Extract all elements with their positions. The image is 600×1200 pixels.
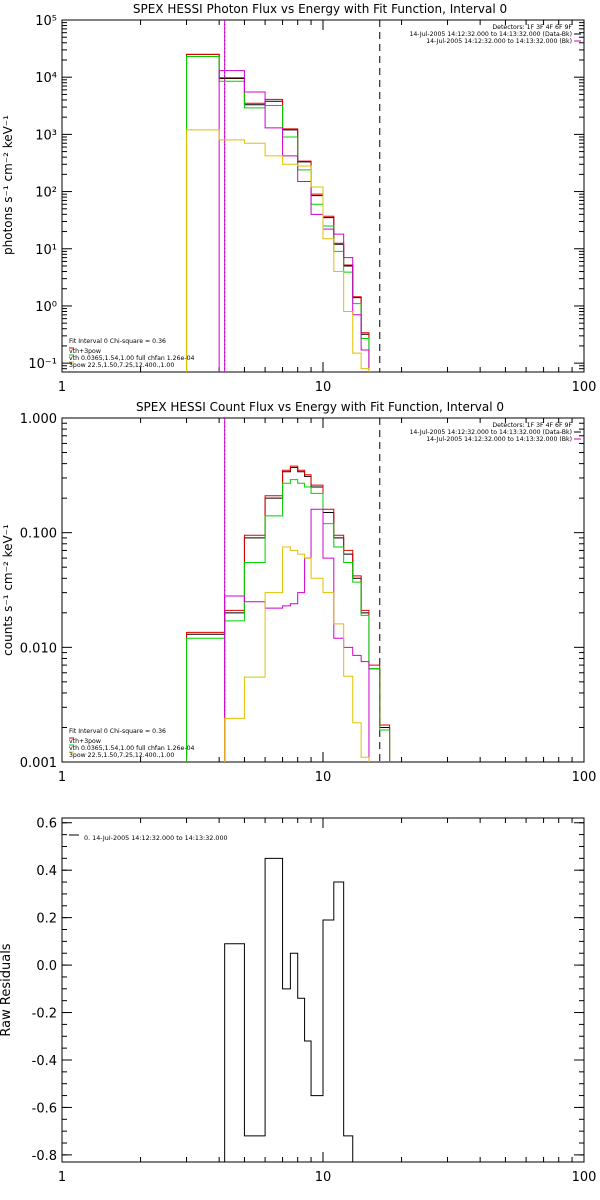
y-tick-label: 0.6 [36, 817, 57, 832]
x-tick-label: 1 [58, 770, 66, 785]
y-tick-label: 10² [35, 186, 57, 201]
info-text: Detectors: 1F 3F 4F 6F 9F [492, 24, 572, 31]
x-tick-label: 10 [315, 380, 332, 395]
y-tick-label: 10¹ [35, 243, 57, 258]
x-tick-label: 100 [572, 770, 597, 785]
info-text: 14-Jul-2005 14:12:32.000 to 14:13:32.000… [409, 31, 572, 38]
series-magenta-histogram [218, 70, 370, 372]
y-tick-label: 10⁴ [35, 71, 57, 86]
photon-flux-ylabel: photons s⁻¹ cm⁻² keV⁻¹ [1, 115, 15, 255]
count-flux-plot-area: 1 10 100 0.001 0.010 0.100 1.000 Detectors: 1F … [20, 412, 597, 785]
photon-flux-panel: SPEX HESSI Photon Flux vs Energy with Fi… [1, 2, 596, 395]
y-tick-label: 0.4 [36, 864, 57, 879]
legend-entry: 0. 14-Jul-2005 14:12:32.000 to 14:13:32.… [84, 834, 228, 842]
legend-entry: vth+3pow [69, 738, 101, 745]
series-yellow-histogram [186, 129, 370, 372]
series-group [186, 465, 391, 762]
y-tick-label: -0.4 [32, 1054, 57, 1069]
y-tick-label: -0.2 [32, 1007, 57, 1022]
x-tick-label: 10 [315, 1170, 332, 1185]
x-tick-label: 100 [572, 380, 597, 395]
y-tick-label: -0.6 [32, 1101, 57, 1116]
x-tick-label: 10 [315, 770, 332, 785]
residuals-panel: 1 10 100 -0.8 -0.6 -0.4 -0.2 0.0 0.2 0.4 0.6 0. 14-… [0, 817, 596, 1185]
series-group [186, 53, 370, 372]
legend-entry: 3pow 22.5,1.50,7.25,12.400.,1.00 [69, 362, 174, 369]
series-green-histogram [186, 479, 391, 762]
info-text: 14-Jul-2005 14:12:32.000 to 14:13:32.000… [426, 38, 572, 45]
series-black-histogram [224, 857, 354, 1162]
residuals-ylabel: Raw Residuals [0, 943, 14, 1036]
y-tick-label: 10³ [35, 128, 57, 143]
x-tick-label: 1 [58, 380, 66, 395]
info-text: 14-Jul-2005 14:12:32.000 to 14:13:32.000… [409, 429, 572, 436]
legend-entry: Fit Interval 0 Chi-square = 0.36 [69, 728, 166, 735]
y-tick-label: 1.000 [20, 412, 57, 427]
residuals-plot-area: 1 10 100 -0.8 -0.6 -0.4 -0.2 0.0 0.2 0.4 0.6 0. 14-… [32, 817, 597, 1185]
y-tick-label: 0.0 [36, 959, 57, 974]
y-tick-label: 10⁰ [35, 300, 57, 315]
legend-entry: vth+3pow [69, 348, 101, 355]
series-group [224, 857, 354, 1162]
y-tick-label: 0.2 [36, 912, 57, 927]
y-tick-label: 0.001 [20, 756, 57, 771]
y-tick-label: 0.010 [20, 641, 57, 656]
legend-entry: vth 0.0365,1.54,1.00 full chfan 1.26e-04 [69, 355, 195, 362]
legend-entry: Fit Interval 0 Chi-square = 0.36 [69, 338, 166, 345]
photon-flux-plot-area: 1 10 100 10⁻¹ 10⁰ 10¹ 10² 10³ 10⁴ 10⁵ Detectors: 1… [28, 14, 596, 395]
info-text: 14-Jul-2005 14:12:32.000 to 14:13:32.000… [426, 436, 572, 443]
y-tick-label: 10⁻¹ [28, 357, 57, 372]
y-tick-label: 10⁵ [35, 14, 57, 29]
y-tick-label: 0.100 [20, 527, 57, 542]
photon-flux-title: SPEX HESSI Photon Flux vs Energy with Fi… [133, 2, 507, 16]
count-flux-title: SPEX HESSI Count Flux vs Energy with Fit… [136, 400, 504, 414]
legend-entry: vth 0.0365,1.54,1.00 full chfan 1.26e-04 [69, 745, 195, 752]
series-red-histogram [186, 465, 391, 762]
series-yellow-histogram [224, 546, 370, 762]
y-tick-label: -0.8 [32, 1149, 57, 1164]
count-flux-panel: SPEX HESSI Count Flux vs Energy with Fit… [1, 400, 596, 785]
x-tick-label: 1 [58, 1170, 66, 1185]
legend-entry: 3pow 22.5,1.50,7.25,12.400.,1.00 [69, 752, 174, 759]
info-text: Detectors: 1F 3F 4F 6F 9F [492, 422, 572, 429]
count-flux-ylabel: counts s⁻¹ cm⁻² keV⁻¹ [1, 524, 15, 656]
x-tick-label: 100 [572, 1170, 597, 1185]
